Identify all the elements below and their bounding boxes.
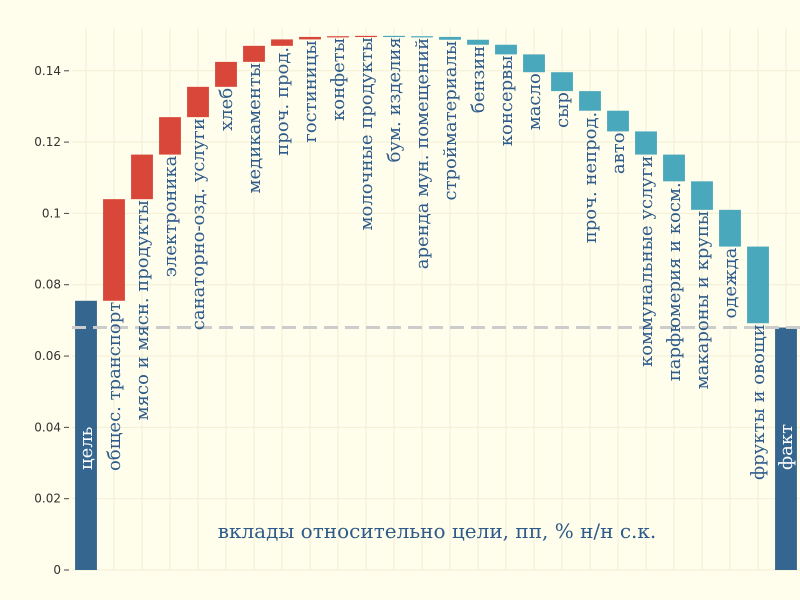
chart-annotation: вклады относительно цели, пп, % н/н с.к. bbox=[218, 519, 657, 543]
y-tick-label: 0.04 bbox=[34, 420, 61, 434]
bar-label: молочные продукты bbox=[356, 37, 377, 230]
bar bbox=[299, 36, 321, 40]
bar-label: медикаменты bbox=[244, 63, 265, 194]
bar bbox=[103, 199, 125, 301]
bar bbox=[579, 91, 601, 111]
bar-label: аренда мун. помещений bbox=[412, 38, 433, 269]
bar-label: цель bbox=[76, 426, 97, 470]
bar bbox=[355, 35, 377, 38]
bar bbox=[467, 39, 489, 45]
y-tick-label: 0.12 bbox=[34, 135, 61, 149]
bar bbox=[551, 72, 573, 92]
bar bbox=[131, 154, 153, 200]
bar-label: масло bbox=[524, 73, 545, 130]
bar bbox=[663, 154, 685, 182]
bar bbox=[635, 131, 657, 155]
bar-label: проч. прод. bbox=[272, 47, 293, 156]
y-tick-label: 0 bbox=[53, 563, 61, 577]
bar bbox=[775, 327, 797, 570]
bar bbox=[495, 44, 517, 55]
bar bbox=[159, 117, 181, 155]
bar-label: хлеб bbox=[216, 88, 237, 131]
y-axis: 0 0.02 0.04 0.06 0.08 0.1 0.12 0.14 bbox=[34, 64, 69, 577]
bar-label: общес. транспорт bbox=[104, 302, 125, 471]
bar-label: стройматериалы bbox=[440, 41, 461, 201]
bar-label: санаторно-озд. услуги bbox=[188, 118, 209, 330]
bar bbox=[411, 36, 433, 38]
bars bbox=[75, 35, 797, 570]
bar-label: мясо и мясн. продукты bbox=[132, 200, 153, 420]
bar-label: авто bbox=[608, 132, 629, 174]
bar-label: коммунальные услуги bbox=[636, 156, 657, 367]
bar-label: конфеты bbox=[328, 38, 349, 121]
bar-label: бензин bbox=[468, 46, 489, 113]
bar-label: парфюмерия и косм. bbox=[664, 182, 685, 381]
bar bbox=[75, 300, 97, 570]
bar-label: консервы bbox=[496, 55, 517, 146]
bar bbox=[383, 35, 405, 38]
y-tick-label: 0.1 bbox=[42, 206, 61, 220]
y-tick-label: 0.06 bbox=[34, 349, 61, 363]
bar bbox=[607, 110, 629, 132]
bar bbox=[243, 45, 265, 62]
bar-label: одежда bbox=[720, 247, 741, 318]
bar bbox=[523, 54, 545, 73]
bar bbox=[719, 209, 741, 247]
gridlines bbox=[72, 28, 800, 571]
bar-label: бум. изделия bbox=[384, 37, 405, 162]
bar bbox=[215, 61, 237, 87]
bar-label: электроника bbox=[160, 155, 181, 277]
y-tick-label: 0.02 bbox=[34, 492, 61, 506]
bar bbox=[327, 36, 349, 38]
bar bbox=[187, 86, 209, 118]
bar-labels: цель общес. транспорт мясо и мясн. продукт… bbox=[76, 37, 797, 480]
bar-label: фрукты и овощи bbox=[748, 324, 769, 480]
bar bbox=[271, 39, 293, 46]
bar-label: сыр bbox=[552, 92, 573, 128]
y-tick-label: 0.14 bbox=[34, 64, 61, 78]
bar-label: макароны и крупы bbox=[692, 211, 713, 390]
bar bbox=[691, 181, 713, 210]
bar-label: проч. непрод. bbox=[580, 112, 601, 244]
bar-label: факт bbox=[776, 424, 797, 470]
bar-label: гостиницы bbox=[300, 40, 321, 142]
bar bbox=[747, 246, 769, 324]
y-tick-label: 0.08 bbox=[34, 278, 61, 292]
bar bbox=[439, 36, 461, 40]
